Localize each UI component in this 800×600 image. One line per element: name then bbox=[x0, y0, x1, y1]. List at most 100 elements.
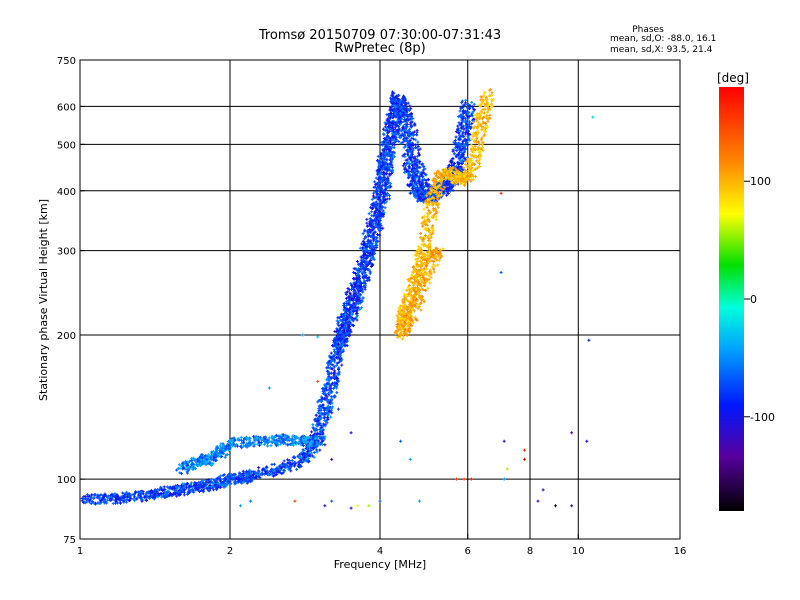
data-point bbox=[145, 498, 149, 502]
data-point bbox=[450, 164, 454, 168]
data-point bbox=[252, 473, 256, 477]
data-point bbox=[430, 215, 434, 219]
data-point bbox=[467, 115, 471, 119]
data-point bbox=[390, 145, 394, 149]
data-point bbox=[290, 459, 294, 463]
data-point bbox=[407, 143, 411, 147]
data-point bbox=[383, 147, 387, 151]
data-point bbox=[318, 414, 322, 418]
data-point bbox=[467, 136, 471, 140]
data-point bbox=[315, 444, 319, 448]
data-point bbox=[455, 146, 459, 150]
data-point bbox=[301, 448, 305, 452]
data-point bbox=[333, 353, 337, 357]
data-point bbox=[415, 130, 419, 134]
data-point bbox=[249, 470, 253, 474]
data-point bbox=[156, 488, 160, 492]
data-point bbox=[356, 307, 360, 311]
data-point bbox=[329, 362, 333, 366]
data-point bbox=[204, 485, 208, 489]
data-point bbox=[437, 194, 441, 198]
data-point bbox=[190, 462, 194, 466]
data-point bbox=[381, 143, 385, 147]
data-point bbox=[218, 477, 222, 481]
data-point bbox=[315, 424, 319, 428]
data-point bbox=[326, 376, 330, 380]
data-point bbox=[231, 476, 235, 480]
data-point bbox=[170, 493, 174, 497]
data-point bbox=[367, 212, 371, 216]
data-point bbox=[385, 179, 389, 183]
data-point bbox=[373, 213, 377, 217]
data-point bbox=[426, 243, 430, 247]
data-point bbox=[380, 140, 384, 144]
data-point bbox=[431, 195, 435, 199]
data-point bbox=[371, 262, 375, 266]
data-point bbox=[350, 285, 354, 289]
data-point bbox=[125, 495, 129, 499]
data-point bbox=[415, 172, 419, 176]
data-point bbox=[242, 444, 246, 448]
data-point bbox=[237, 478, 241, 482]
data-point bbox=[425, 205, 429, 209]
data-point bbox=[382, 176, 386, 180]
data-point bbox=[211, 449, 215, 453]
data-point bbox=[298, 459, 302, 463]
data-point bbox=[419, 196, 423, 200]
data-point bbox=[291, 462, 295, 466]
data-point bbox=[327, 359, 331, 363]
data-point bbox=[322, 408, 326, 412]
data-point bbox=[347, 298, 351, 302]
data-point bbox=[367, 275, 371, 279]
data-point bbox=[328, 391, 332, 395]
data-point bbox=[302, 451, 306, 455]
x-tick-label: 16 bbox=[674, 546, 687, 557]
data-point bbox=[391, 135, 395, 139]
data-point bbox=[391, 168, 395, 172]
data-point bbox=[304, 437, 308, 441]
data-point bbox=[226, 479, 230, 483]
data-point bbox=[270, 434, 274, 438]
data-point bbox=[446, 182, 450, 186]
data-point bbox=[390, 125, 394, 129]
data-point bbox=[125, 498, 129, 502]
data-point bbox=[409, 121, 413, 125]
data-point bbox=[468, 107, 472, 111]
data-point bbox=[392, 150, 396, 154]
data-point bbox=[185, 462, 189, 466]
data-point bbox=[295, 467, 299, 471]
data-point bbox=[244, 444, 248, 448]
data-point bbox=[434, 215, 438, 219]
data-point bbox=[423, 185, 427, 189]
data-point bbox=[373, 210, 377, 214]
data-point bbox=[258, 435, 262, 439]
data-point bbox=[90, 493, 94, 497]
data-point bbox=[449, 158, 453, 162]
data-point bbox=[419, 256, 423, 260]
data-point bbox=[179, 487, 183, 491]
data-point bbox=[396, 93, 400, 97]
data-point bbox=[370, 218, 374, 222]
legend-x-stats: mean, sd,X: 93.5, 21.4 bbox=[610, 45, 713, 55]
data-point bbox=[399, 119, 403, 123]
data-point bbox=[460, 160, 464, 164]
data-point bbox=[388, 146, 392, 150]
data-point bbox=[366, 224, 370, 228]
data-point bbox=[354, 294, 358, 298]
data-point bbox=[110, 495, 114, 499]
data-point bbox=[265, 441, 269, 445]
data-point bbox=[342, 302, 346, 306]
data-point bbox=[409, 191, 413, 195]
data-point bbox=[355, 298, 359, 302]
data-point bbox=[378, 143, 382, 147]
data-point bbox=[428, 231, 432, 235]
data-point bbox=[378, 228, 382, 232]
data-point bbox=[183, 467, 187, 471]
data-point bbox=[397, 131, 401, 135]
data-point bbox=[177, 466, 181, 470]
data-point bbox=[305, 452, 309, 456]
data-point bbox=[409, 155, 413, 159]
data-point bbox=[413, 122, 417, 126]
data-point bbox=[362, 240, 366, 244]
data-point bbox=[184, 459, 188, 463]
